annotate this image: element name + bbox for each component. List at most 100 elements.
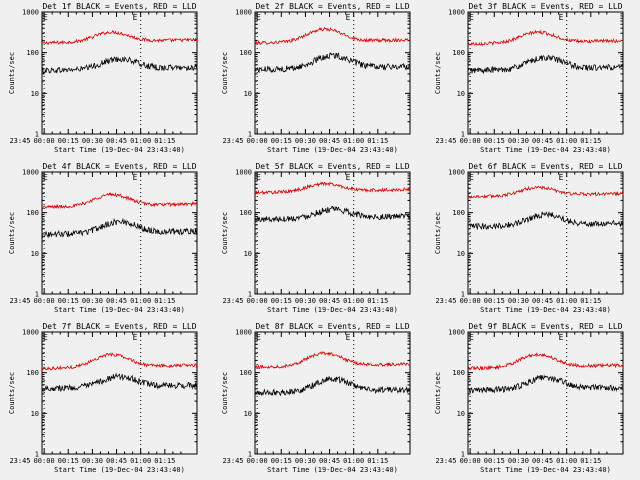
y-tick-label: 1 xyxy=(461,451,465,459)
x-tick-label: 23:45 xyxy=(222,457,243,465)
y-axis-label: Counts/sec xyxy=(434,212,442,254)
y-tick-label: 100 xyxy=(239,49,252,57)
y-tick-label: 1000 xyxy=(22,9,39,17)
y-tick-label: 10 xyxy=(457,250,465,258)
y-tick-label: 10 xyxy=(31,410,39,418)
y-tick-label: 10 xyxy=(31,250,39,258)
x-tick-label: 00:30 xyxy=(295,457,316,465)
chart-panel-5: Det 5f BLACK = Events, RED = LLD Counts/s… xyxy=(221,162,411,314)
x-tick-label: 00:30 xyxy=(82,297,103,305)
x-tick-label: 00:45 xyxy=(532,457,553,465)
x-tick-label: 00:00 xyxy=(460,137,481,145)
chart-panel-9: Det 9f BLACK = Events, RED = LLD Counts/s… xyxy=(434,322,624,474)
x-tick-label: 00:00 xyxy=(247,297,268,305)
x-axis-label: Start Time (19-Dec-04 23:43:40) xyxy=(267,146,398,154)
series-line-events xyxy=(467,374,624,394)
series-line-events xyxy=(467,211,624,231)
e-marker: E xyxy=(346,13,351,22)
x-tick-label: 23:45 xyxy=(9,137,30,145)
x-tick-label: 00:30 xyxy=(508,457,529,465)
x-axis-label: Start Time (19-Dec-04 23:43:40) xyxy=(267,466,398,474)
x-tick-label: 00:15 xyxy=(271,137,292,145)
y-tick-label: 10 xyxy=(457,90,465,98)
x-tick-label: 00:15 xyxy=(271,457,292,465)
series-line-events xyxy=(41,217,198,239)
chart-title: Det 7f BLACK = Events, RED = LLD xyxy=(42,322,196,331)
series-line-lld xyxy=(41,352,198,371)
chart-title: Det 9f BLACK = Events, RED = LLD xyxy=(468,322,622,331)
x-tick-label: 00:00 xyxy=(34,457,55,465)
x-axis-label: Start Time (19-Dec-04 23:43:40) xyxy=(267,306,398,314)
x-tick-label: 01:00 xyxy=(343,137,364,145)
y-tick-label: 10 xyxy=(244,90,252,98)
chart-panel-1: Det 1f BLACK = Events, RED = LLD Counts/s… xyxy=(8,2,198,154)
e-marker: E xyxy=(133,333,138,342)
y-axis-label: Counts/sec xyxy=(434,52,442,94)
plot-frame xyxy=(41,331,198,455)
series-line-lld xyxy=(254,351,410,370)
x-tick-label: 00:15 xyxy=(484,457,505,465)
x-tick-label: 00:30 xyxy=(508,297,529,305)
e-marker: E xyxy=(43,13,48,22)
y-tick-label: 1 xyxy=(461,291,465,299)
y-tick-label: 10 xyxy=(244,410,252,418)
e-marker: E xyxy=(559,333,564,342)
x-tick-label: 01:00 xyxy=(556,297,577,305)
x-tick-label: 00:30 xyxy=(295,297,316,305)
e-marker: E xyxy=(346,173,351,182)
e-marker: E xyxy=(469,333,474,342)
e-marker: E xyxy=(256,173,261,182)
chart-title: Det 1f BLACK = Events, RED = LLD xyxy=(42,2,196,11)
e-marker: E xyxy=(43,333,48,342)
chart-panel-6: Det 6f BLACK = Events, RED = LLD Counts/s… xyxy=(434,162,624,314)
y-tick-label: 1000 xyxy=(235,169,252,177)
y-tick-label: 1000 xyxy=(22,169,39,177)
x-tick-label: 00:45 xyxy=(106,297,127,305)
x-tick-label: 00:00 xyxy=(247,137,268,145)
y-axis-label: Counts/sec xyxy=(221,52,229,94)
x-tick-label: 00:45 xyxy=(106,457,127,465)
y-tick-label: 100 xyxy=(239,209,252,217)
x-tick-label: 01:15 xyxy=(367,457,388,465)
plot-frame xyxy=(467,171,624,295)
x-tick-label: 00:15 xyxy=(484,137,505,145)
e-marker: E xyxy=(43,173,48,182)
x-tick-label: 00:15 xyxy=(271,297,292,305)
x-tick-label: 23:45 xyxy=(222,297,243,305)
y-tick-label: 1 xyxy=(461,131,465,139)
y-tick-label: 100 xyxy=(452,209,465,217)
y-tick-label: 1000 xyxy=(235,9,252,17)
x-tick-label: 00:00 xyxy=(34,297,55,305)
x-tick-label: 01:00 xyxy=(130,457,151,465)
x-tick-label: 00:15 xyxy=(58,137,79,145)
y-tick-label: 1000 xyxy=(448,9,465,17)
series-line-lld xyxy=(467,185,624,199)
plot-frame xyxy=(41,171,198,295)
chart-title: Det 4f BLACK = Events, RED = LLD xyxy=(42,162,196,171)
x-axis-label: Start Time (19-Dec-04 23:43:40) xyxy=(480,466,611,474)
x-tick-label: 01:15 xyxy=(154,137,175,145)
x-tick-label: 00:00 xyxy=(34,137,55,145)
x-tick-label: 01:00 xyxy=(556,457,577,465)
chart-panel-3: Det 3f BLACK = Events, RED = LLD Counts/s… xyxy=(434,2,624,154)
series-line-events xyxy=(254,205,411,223)
x-tick-label: 23:45 xyxy=(9,297,30,305)
plot-frame xyxy=(254,171,411,295)
y-axis-label: Counts/sec xyxy=(8,52,16,94)
x-tick-label: 23:45 xyxy=(435,297,456,305)
y-tick-label: 10 xyxy=(244,250,252,258)
e-marker: E xyxy=(469,13,474,22)
series-line-events xyxy=(254,52,411,74)
x-tick-label: 00:15 xyxy=(58,457,79,465)
series-line-lld xyxy=(467,352,624,371)
y-tick-label: 1 xyxy=(35,291,39,299)
chart-panel-2: Det 2f BLACK = Events, RED = LLD Counts/s… xyxy=(221,2,411,154)
x-tick-label: 00:15 xyxy=(58,297,79,305)
x-tick-label: 00:15 xyxy=(484,297,505,305)
x-tick-label: 00:45 xyxy=(319,137,340,145)
y-tick-label: 1 xyxy=(248,451,252,459)
y-tick-label: 100 xyxy=(452,369,465,377)
y-tick-label: 100 xyxy=(26,49,39,57)
plot-frame xyxy=(254,11,411,135)
